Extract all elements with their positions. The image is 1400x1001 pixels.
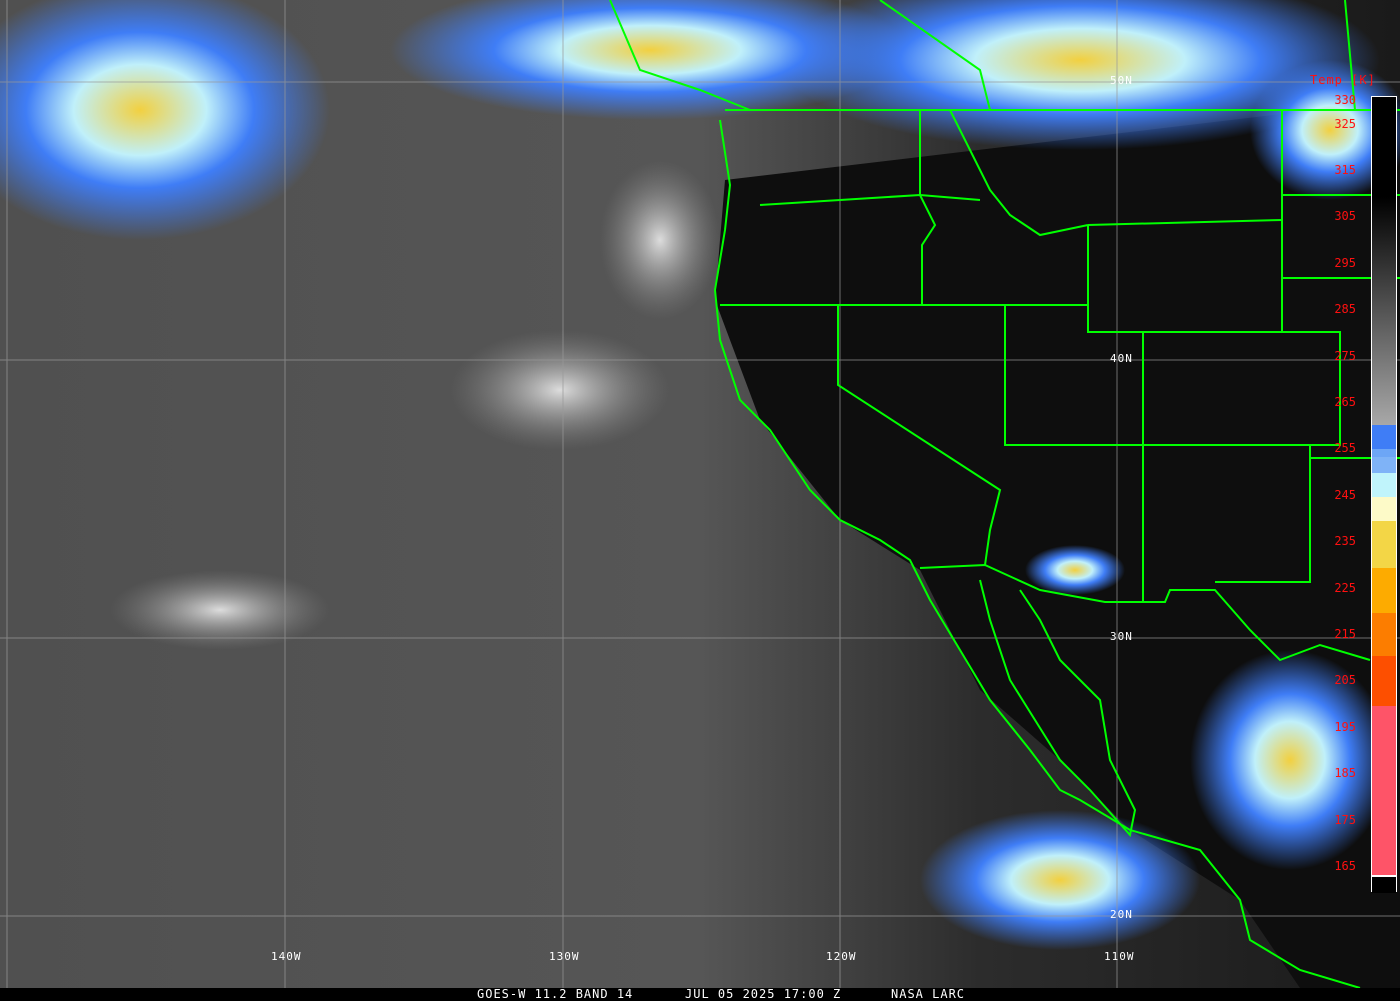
colorbar-tick-label: 235 [1334, 534, 1356, 549]
lat-label-20n: 20N [1110, 908, 1133, 921]
cloud-areas [0, 0, 1400, 950]
colorbar-tick-label: 285 [1334, 302, 1356, 317]
colorbar-tick-label: 265 [1334, 395, 1356, 409]
caption-satellite: GOES-W 11.2 BAND 14 [477, 987, 634, 1001]
colorbar-tick-label: 185 [1334, 766, 1356, 781]
colorbar-tick-label: 275 [1334, 348, 1356, 363]
colorbar-tick-label: 165 [1334, 859, 1356, 873]
colorbar-tick-label: 255 [1334, 441, 1356, 456]
colorbar-tick-label: 295 [1334, 255, 1356, 270]
lat-label-50n: 50N [1110, 74, 1133, 87]
image-caption: GOES-W 11.2 BAND 14 JUL 05 2025 17:00 Z … [0, 988, 1400, 1000]
lon-label-130w: 130W [549, 950, 580, 963]
lon-label-120w: 120W [826, 950, 857, 963]
colorbar-tick-label: 315 [1334, 163, 1356, 177]
colorbar-tick-label: 215 [1334, 627, 1356, 641]
colorbar-title: Temp [K] [1310, 73, 1376, 87]
colorbar-tick-label: 175 [1334, 812, 1356, 827]
colorbar-tick-label: 330 [1334, 93, 1356, 108]
lon-label-110w: 110W [1104, 950, 1135, 963]
colorbar-tick-label: 245 [1334, 487, 1356, 502]
lat-label-30n: 30N [1110, 630, 1133, 643]
caption-datetime: JUL 05 2025 17:00 Z [685, 987, 842, 1001]
temperature-colorbar [1371, 96, 1397, 893]
colorbar-tick-label: 225 [1334, 580, 1356, 595]
colorbar-tick-label: 305 [1334, 209, 1356, 224]
caption-source: NASA LARC [891, 987, 966, 1001]
colorbar-tick-label: 325 [1334, 116, 1356, 131]
lat-label-40n: 40N [1110, 352, 1133, 365]
colorbar-tick-label: 195 [1334, 719, 1356, 734]
lon-label-140w: 140W [271, 950, 302, 963]
colorbar-tick-label: 205 [1334, 673, 1356, 688]
